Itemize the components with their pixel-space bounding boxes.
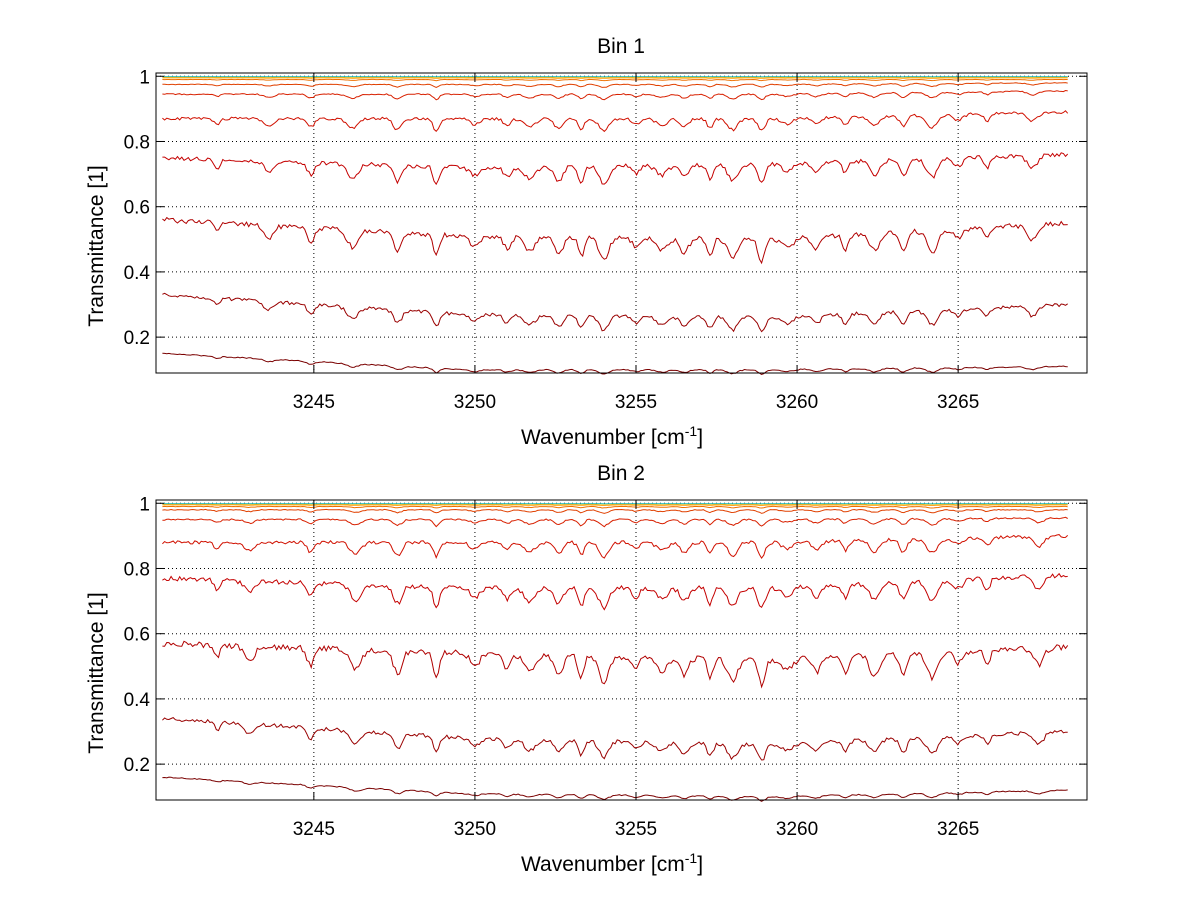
- y-ticks: 0.2 0.4 0.6 0.8 1: [124, 67, 1087, 349]
- axes-box: [155, 499, 1088, 801]
- series-line-3: [162, 216, 1068, 265]
- y-tick-label: 0.8: [124, 559, 150, 580]
- series-line-3: [162, 640, 1069, 689]
- y-tick-label: 0.2: [124, 328, 150, 349]
- y-tick-label: 0.2: [124, 755, 150, 776]
- x-tick-label: 3245: [293, 819, 335, 840]
- series-group: [162, 76, 1069, 375]
- y-tick-label: 1: [139, 67, 150, 88]
- series-line-5: [162, 534, 1069, 560]
- chart-title: Bin 1: [597, 35, 645, 58]
- x-tick-label: 3265: [937, 819, 979, 840]
- y-tick-label: 0.6: [124, 198, 150, 219]
- x-axis-label: Wavenumber [cm-1]: [521, 850, 703, 876]
- series-line-7: [162, 508, 1068, 514]
- y-ticks: 0.2 0.4 0.6 0.8 1: [124, 494, 1087, 776]
- grid: [156, 500, 1087, 800]
- series-line-4: [162, 572, 1068, 611]
- x-tick-label: 3255: [615, 819, 657, 840]
- series-line-2: [162, 292, 1068, 333]
- y-tick-label: 1: [139, 494, 150, 515]
- series-line-6: [162, 89, 1068, 101]
- y-tick-label: 0.4: [124, 263, 151, 284]
- x-tick-label: 3245: [293, 392, 335, 413]
- series-line-1: [162, 352, 1068, 375]
- x-tick-label: 3260: [776, 392, 818, 413]
- x-tick-label: 3250: [454, 819, 496, 840]
- series-line-1: [162, 776, 1068, 802]
- x-tick-label: 3250: [454, 392, 496, 413]
- series-group: [162, 503, 1069, 802]
- chart-title: Bin 2: [597, 462, 645, 485]
- y-tick-label: 0.8: [124, 132, 150, 153]
- y-tick-label: 0.4: [124, 690, 151, 711]
- axes-box: [155, 72, 1088, 374]
- x-ticks: 3245 3250 3255 3260 3265: [293, 500, 979, 840]
- y-tick-label: 0.6: [124, 625, 150, 646]
- series-line-7: [162, 82, 1068, 89]
- subplot-bin-1: Bin 1 3245 3250 3255 3260 3265 0.2 0.4 0.6 0.8 1…: [85, 35, 1088, 449]
- series-line-9: [162, 504, 1068, 506]
- x-ticks: 3245 3250 3255 3260 3265: [293, 73, 979, 413]
- x-tick-label: 3260: [776, 819, 818, 840]
- subplot-bin-2: Bin 2 3245 3250 3255 3260 3265 0.2 0.4 0.6 0.8 1…: [85, 462, 1088, 876]
- x-axis-label: Wavenumber [cm-1]: [521, 423, 703, 449]
- series-line-5: [162, 110, 1069, 133]
- x-tick-label: 3255: [615, 392, 657, 413]
- series-line-6: [162, 516, 1068, 528]
- x-tick-label: 3265: [937, 392, 979, 413]
- series-line-8: [162, 78, 1068, 82]
- y-axis-label: Transmittance [1]: [85, 165, 108, 326]
- series-line-8: [162, 505, 1068, 509]
- y-axis-label: Transmittance [1]: [85, 592, 108, 753]
- series-line-4: [162, 152, 1069, 186]
- series-line-2: [162, 717, 1068, 761]
